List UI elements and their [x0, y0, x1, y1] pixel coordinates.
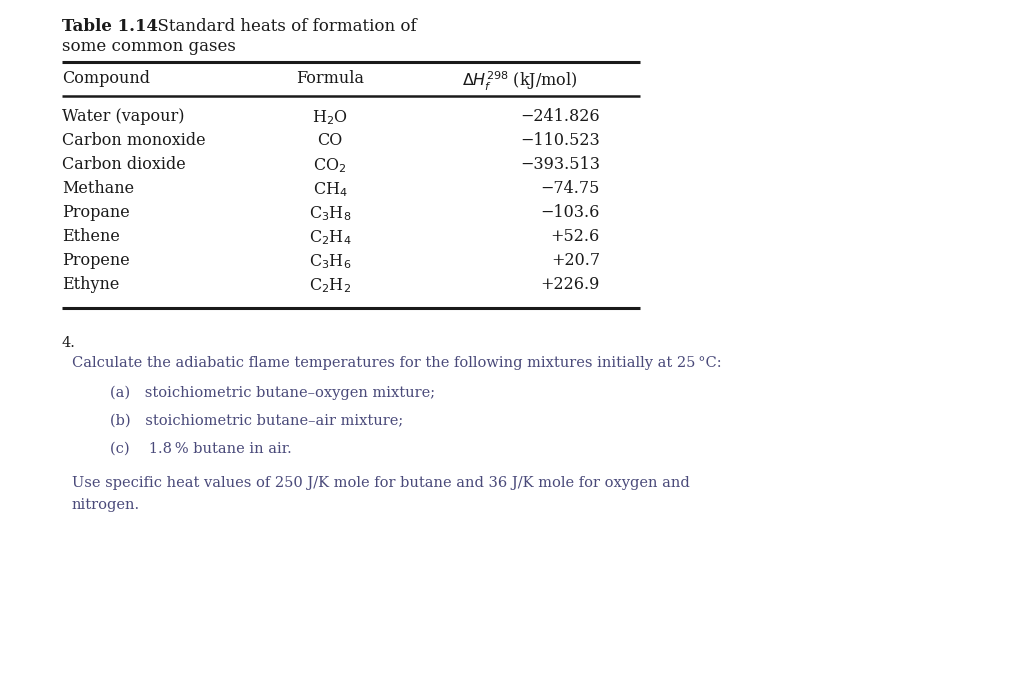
Text: Carbon monoxide: Carbon monoxide	[62, 132, 206, 149]
Text: some common gases: some common gases	[62, 38, 236, 55]
Text: (c)  1.8 % butane in air.: (c) 1.8 % butane in air.	[110, 442, 292, 456]
Text: Use specific heat values of 250 J/K mole for butane and 36 J/K mole for oxygen a: Use specific heat values of 250 J/K mole…	[72, 476, 690, 490]
Text: −110.523: −110.523	[520, 132, 600, 149]
Text: Propene: Propene	[62, 252, 130, 269]
Text: C$_2$H$_2$: C$_2$H$_2$	[309, 276, 351, 294]
Text: nitrogen.: nitrogen.	[72, 498, 140, 512]
Text: Table 1.14: Table 1.14	[62, 18, 158, 35]
Text: Formula: Formula	[296, 70, 364, 87]
Text: $\Delta H_f^{298}$ (kJ/mol): $\Delta H_f^{298}$ (kJ/mol)	[462, 70, 578, 93]
Text: −393.513: −393.513	[520, 156, 600, 173]
Text: +52.6: +52.6	[551, 228, 600, 245]
Text: Water (vapour): Water (vapour)	[62, 108, 184, 125]
Text: C$_3$H$_6$: C$_3$H$_6$	[309, 252, 351, 270]
Text: Standard heats of formation of: Standard heats of formation of	[147, 18, 417, 35]
Text: Carbon dioxide: Carbon dioxide	[62, 156, 185, 173]
Text: Ethene: Ethene	[62, 228, 120, 245]
Text: CO$_2$: CO$_2$	[313, 156, 347, 175]
Text: Ethyne: Ethyne	[62, 276, 120, 293]
Text: CO: CO	[317, 132, 343, 149]
Text: +226.9: +226.9	[541, 276, 600, 293]
Text: −103.6: −103.6	[541, 204, 600, 221]
Text: CH$_4$: CH$_4$	[312, 180, 347, 199]
Text: −74.75: −74.75	[541, 180, 600, 197]
Text: Propane: Propane	[62, 204, 130, 221]
Text: +20.7: +20.7	[551, 252, 600, 269]
Text: Methane: Methane	[62, 180, 134, 197]
Text: (a) stoichiometric butane–oxygen mixture;: (a) stoichiometric butane–oxygen mixture…	[110, 386, 435, 400]
Text: C$_2$H$_4$: C$_2$H$_4$	[308, 228, 351, 247]
Text: C$_3$H$_8$: C$_3$H$_8$	[309, 204, 351, 223]
Text: −241.826: −241.826	[520, 108, 600, 125]
Text: Calculate the adiabatic flame temperatures for the following mixtures initially : Calculate the adiabatic flame temperatur…	[72, 356, 722, 370]
Text: 4.: 4.	[62, 336, 76, 350]
Text: (b) stoichiometric butane–air mixture;: (b) stoichiometric butane–air mixture;	[110, 414, 403, 428]
Text: H$_2$O: H$_2$O	[312, 108, 348, 127]
Text: Compound: Compound	[62, 70, 150, 87]
